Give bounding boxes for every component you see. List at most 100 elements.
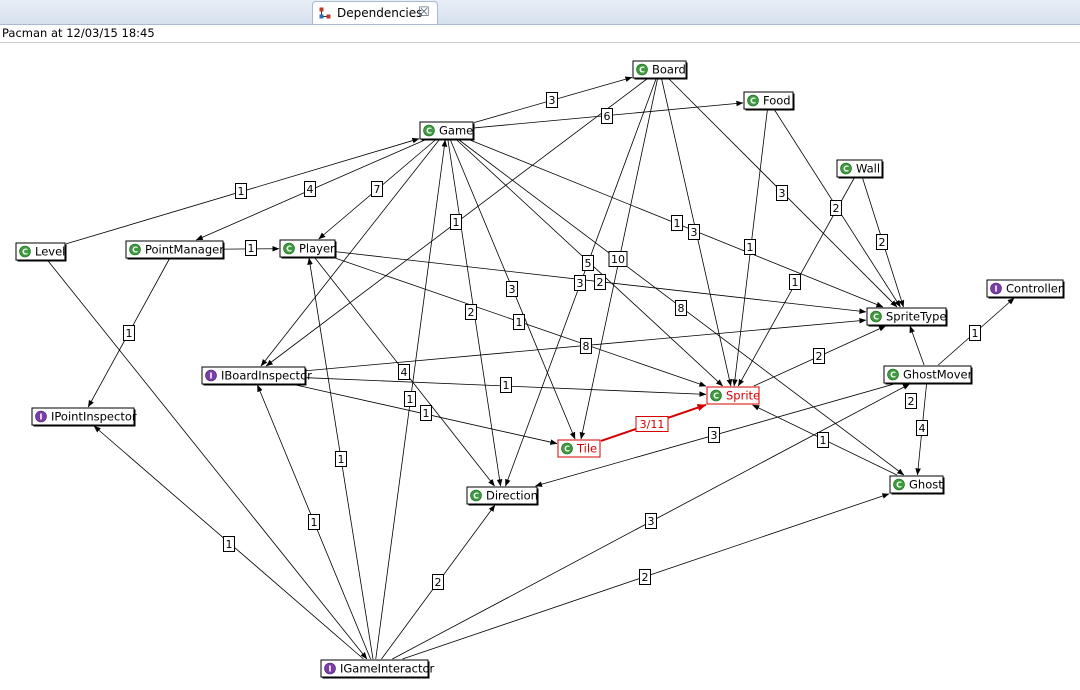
node-label: Direction [486, 489, 538, 503]
edge-label-board-to-spritetype: 3 [776, 185, 788, 201]
tab-dependencies[interactable]: Dependencies ☒ [312, 1, 438, 24]
node-label: Game [439, 124, 473, 138]
class-icon: C [710, 389, 722, 402]
node-label: GhostMover [903, 368, 973, 382]
node-ghost[interactable]: C Ghost [889, 475, 945, 495]
node-game[interactable]: C Game [419, 121, 475, 141]
svg-text:8: 8 [678, 302, 685, 315]
edge-label-game-to-spritetype: 1 [671, 215, 683, 231]
edge-label-tile-to-sprite: 3/11 [635, 416, 669, 432]
svg-text:4: 4 [307, 183, 314, 196]
edge-label-igameinteractor-to-ghostmover: 3 [645, 513, 657, 529]
svg-text:4: 4 [401, 366, 408, 379]
header-divider [0, 42, 1080, 43]
edge-label-igameinteractor-to-direction: 2 [432, 574, 444, 590]
svg-text:10: 10 [611, 253, 625, 266]
node-player[interactable]: C Player [279, 239, 337, 259]
edge-label-game-to-sprite: 2 [594, 274, 606, 290]
svg-text:2: 2 [908, 395, 915, 408]
svg-text:1: 1 [747, 241, 754, 254]
node-direction[interactable]: C Direction [466, 486, 539, 506]
interface-icon: I [35, 410, 47, 423]
svg-text:2: 2 [597, 276, 604, 289]
node-igameinteractor[interactable]: I IGameInteractor [320, 659, 435, 679]
edge-ghostmover-to-spritetype[interactable] [909, 325, 925, 366]
edge-label-igameinteractor-to-game: 1 [404, 391, 416, 407]
node-wall[interactable]: C Wall [836, 159, 884, 179]
class-icon: C [887, 368, 899, 381]
svg-text:1: 1 [311, 516, 318, 529]
node-ipointinspector[interactable]: I IPointInspector [31, 407, 137, 427]
node-label: Tile [576, 442, 597, 456]
edge-label-game-to-pointmanager: 4 [304, 181, 316, 197]
node-sprite[interactable]: C Sprite [706, 386, 760, 405]
node-label: SpriteType [886, 310, 947, 324]
node-label: Level [35, 245, 65, 259]
class-icon: C [423, 124, 435, 137]
interface-icon: I [324, 662, 336, 675]
node-pointmanager[interactable]: C PointManager [125, 240, 225, 260]
node-iboardinspector[interactable]: I IBoardInspector [201, 366, 312, 386]
node-label: Food [763, 94, 791, 108]
edge-label-igameinteractor-to-player: 1 [335, 451, 347, 467]
node-label: Sprite [726, 389, 760, 403]
svg-text:C: C [286, 245, 292, 254]
svg-text:5: 5 [585, 257, 592, 270]
edge-label-game-to-board: 3 [546, 92, 558, 108]
edge-label-food-to-sprite: 1 [744, 239, 756, 255]
edge-level-to-igameinteractor[interactable] [47, 260, 368, 660]
svg-text:3: 3 [577, 277, 584, 290]
edge-label-board-to-iboardinspector: 1 [450, 214, 462, 230]
svg-text:C: C [473, 492, 479, 501]
class-icon: C [283, 242, 295, 255]
node-label: Controller [1006, 282, 1063, 296]
edge-label-igameinteractor-to-ghost: 2 [639, 569, 651, 585]
graph-header: Pacman at 12/03/15 18:45 [2, 26, 155, 40]
edge-label-game-to-ghost: 8 [675, 300, 687, 316]
svg-text:2: 2 [468, 306, 475, 319]
svg-text:1: 1 [516, 316, 523, 329]
edge-label-pointmanager-to-ipointinspector: 1 [123, 325, 135, 341]
svg-text:1: 1 [820, 434, 827, 447]
svg-text:2: 2 [435, 576, 442, 589]
svg-text:1: 1 [972, 327, 979, 340]
svg-text:C: C [639, 66, 645, 75]
node-level[interactable]: C Level [15, 242, 67, 262]
svg-text:I: I [40, 413, 43, 422]
svg-text:1: 1 [792, 276, 799, 289]
edge-label-player-to-spritetype: 3 [574, 275, 586, 291]
svg-text:C: C [22, 248, 28, 257]
svg-text:C: C [713, 392, 719, 401]
edge-label-ghostmover-to-direction: 3 [708, 427, 720, 443]
node-controller[interactable]: I Controller [986, 279, 1065, 299]
node-food[interactable]: C Food [743, 91, 795, 111]
svg-text:1: 1 [407, 393, 414, 406]
svg-text:3: 3 [779, 187, 786, 200]
node-label: Board [652, 63, 686, 77]
node-tile[interactable]: C Tile [557, 439, 601, 458]
svg-text:4: 4 [919, 422, 926, 435]
svg-text:C: C [896, 481, 902, 490]
svg-text:1: 1 [126, 327, 133, 340]
svg-text:3: 3 [509, 283, 516, 296]
svg-text:3: 3 [691, 226, 698, 239]
node-board[interactable]: C Board [632, 60, 688, 80]
svg-text:2: 2 [816, 350, 823, 363]
node-spritetype[interactable]: C SpriteType [866, 307, 948, 327]
edge-label-game-to-tile: 3 [506, 281, 518, 297]
svg-text:C: C [890, 371, 896, 380]
node-label: Ghost [909, 478, 943, 492]
svg-text:2: 2 [642, 571, 649, 584]
close-icon[interactable]: ☒ [418, 5, 430, 20]
svg-text:1: 1 [453, 216, 460, 229]
class-icon: C [870, 310, 882, 323]
interface-icon: I [990, 282, 1002, 295]
edge-label-board-to-direction: 5 [582, 255, 594, 271]
svg-text:I: I [329, 665, 332, 674]
node-ghostmover[interactable]: C GhostMover [883, 365, 973, 385]
edge-label-wall-to-spritetype: 2 [876, 234, 888, 250]
svg-text:I: I [995, 285, 998, 294]
dependency-graph-icon [319, 7, 331, 19]
class-icon: C [893, 478, 905, 491]
class-icon: C [19, 245, 31, 258]
